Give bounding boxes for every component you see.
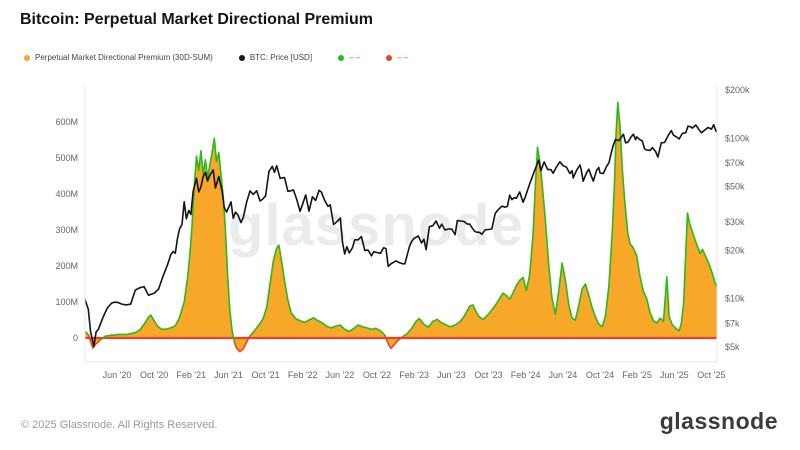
x-axis-tick: Oct '21 bbox=[251, 370, 279, 380]
legend-item-positive-threshold[interactable]: – – bbox=[338, 53, 360, 62]
legend-item-btc-price[interactable]: BTC: Price [USD] bbox=[238, 53, 313, 62]
legend-label: BTC: Price [USD] bbox=[249, 53, 313, 62]
legend-label: Perpetual Market Directional Premium (30… bbox=[35, 53, 213, 62]
right-axis-tick: $5k bbox=[725, 342, 740, 352]
x-axis-tick: Jun '25 bbox=[660, 370, 689, 380]
right-axis-tick: $7k bbox=[725, 319, 740, 329]
x-axis-tick: Jun '22 bbox=[326, 370, 355, 380]
legend-item-negative-threshold[interactable]: – – bbox=[386, 53, 408, 62]
x-axis-tick: Oct '22 bbox=[363, 370, 391, 380]
negative-legend-dot-icon bbox=[386, 54, 393, 61]
positive-legend-dot-icon bbox=[338, 54, 345, 61]
premium-legend-dot-icon bbox=[24, 54, 30, 61]
x-axis-tick: Oct '24 bbox=[586, 370, 614, 380]
premium-line-positive bbox=[84, 101, 718, 343]
left-axis-tick: 600M bbox=[55, 117, 78, 127]
glassnode-logo: glassnode bbox=[659, 408, 778, 434]
chart-legend: Perpetual Market Directional Premium (30… bbox=[24, 53, 408, 62]
left-axis-tick: 400M bbox=[55, 189, 78, 199]
right-axis-tick: $50k bbox=[725, 182, 745, 192]
right-axis-tick: $30k bbox=[725, 217, 745, 227]
right-axis-tick: $100k bbox=[725, 133, 750, 143]
left-axis-tick: 200M bbox=[55, 261, 78, 271]
x-axis-tick: Oct '20 bbox=[140, 370, 168, 380]
x-axis-tick: Feb '23 bbox=[399, 370, 429, 380]
x-axis-tick: Jun '23 bbox=[437, 370, 466, 380]
legend-item-premium[interactable]: Perpetual Market Directional Premium (30… bbox=[24, 53, 213, 62]
x-axis-tick: Jun '20 bbox=[103, 370, 132, 380]
price-legend-dot-icon bbox=[238, 54, 245, 61]
x-axis-tick: Feb '21 bbox=[176, 370, 206, 380]
legend-label: – – bbox=[349, 53, 361, 62]
x-axis-tick: Jun '24 bbox=[548, 370, 577, 380]
x-axis-tick: Oct '25 bbox=[697, 370, 725, 380]
right-axis-tick: $200k bbox=[725, 85, 750, 95]
left-axis-tick: 500M bbox=[55, 153, 78, 163]
legend-label: – – bbox=[397, 53, 409, 62]
left-axis-tick: 100M bbox=[55, 297, 78, 307]
x-axis-tick: Feb '24 bbox=[511, 370, 541, 380]
page-title: Bitcoin: Perpetual Market Directional Pr… bbox=[20, 11, 373, 28]
left-axis-tick: 0 bbox=[73, 333, 78, 343]
x-axis-tick: Oct '23 bbox=[474, 370, 502, 380]
left-axis-tick: 300M bbox=[55, 225, 78, 235]
right-axis-tick: $20k bbox=[725, 245, 745, 255]
copyright-text: © 2025 Glassnode. All Rights Reserved. bbox=[21, 419, 218, 431]
x-axis-tick: Feb '25 bbox=[622, 370, 652, 380]
right-axis-tick: $10k bbox=[725, 294, 745, 304]
right-axis-tick: $70k bbox=[725, 158, 745, 168]
x-axis-tick: Feb '22 bbox=[288, 370, 318, 380]
btc-price-line bbox=[84, 123, 718, 348]
x-axis-tick: Jun '21 bbox=[214, 370, 243, 380]
